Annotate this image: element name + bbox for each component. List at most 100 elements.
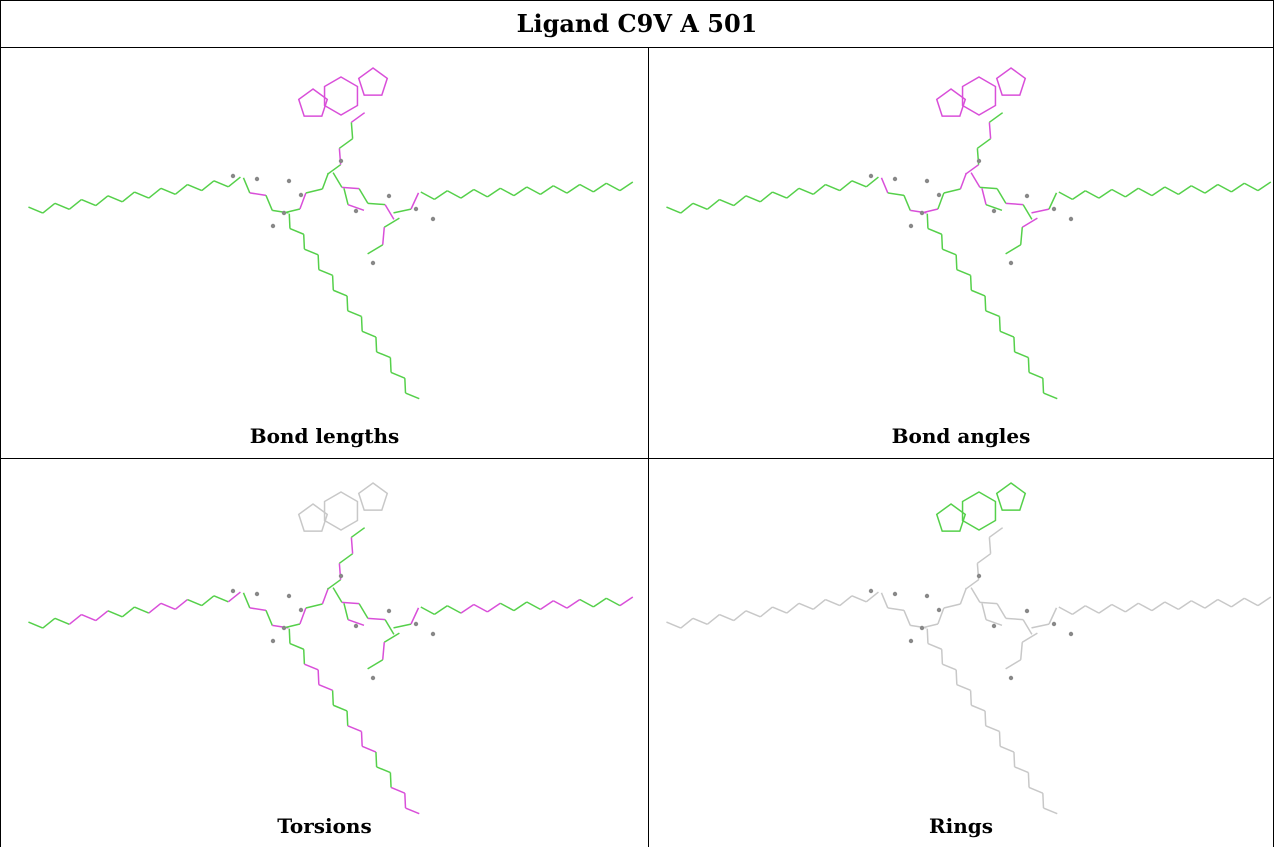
bond bbox=[1042, 793, 1045, 809]
bond bbox=[1098, 603, 1113, 614]
panel-caption: Bond angles bbox=[891, 424, 1031, 448]
bond bbox=[921, 208, 939, 214]
bond bbox=[499, 187, 515, 197]
bond bbox=[1021, 632, 1038, 643]
bond bbox=[985, 310, 1000, 318]
bond bbox=[927, 227, 943, 235]
bond bbox=[42, 202, 56, 214]
bond bbox=[383, 632, 400, 643]
bond bbox=[390, 786, 406, 794]
bond bbox=[338, 138, 354, 149]
bond bbox=[1125, 602, 1139, 613]
bond bbox=[148, 602, 162, 614]
bond bbox=[317, 254, 320, 270]
bond bbox=[201, 595, 215, 607]
ring bbox=[297, 503, 329, 532]
bond bbox=[719, 613, 735, 622]
bond bbox=[289, 227, 305, 235]
bond bbox=[988, 112, 1004, 123]
bond bbox=[343, 603, 349, 620]
bond bbox=[1164, 186, 1179, 196]
bond bbox=[903, 610, 911, 626]
bond bbox=[513, 601, 528, 612]
bond bbox=[1005, 202, 1024, 206]
bond bbox=[666, 621, 682, 629]
atom bbox=[936, 607, 942, 613]
atom bbox=[254, 591, 260, 597]
ring bbox=[357, 67, 389, 96]
bond bbox=[513, 186, 528, 197]
bond bbox=[988, 122, 992, 139]
bond bbox=[95, 195, 109, 207]
bond bbox=[302, 649, 306, 665]
bond bbox=[981, 188, 987, 205]
bond bbox=[1217, 598, 1232, 608]
bond bbox=[880, 177, 889, 194]
bond bbox=[943, 603, 961, 609]
bond bbox=[979, 601, 998, 605]
bond bbox=[981, 603, 987, 620]
bond bbox=[970, 587, 981, 603]
bond bbox=[187, 598, 203, 607]
bond bbox=[759, 191, 773, 203]
bond bbox=[999, 745, 1015, 753]
bond bbox=[148, 187, 162, 199]
bond bbox=[249, 192, 267, 197]
bond bbox=[347, 310, 362, 318]
bond bbox=[347, 203, 365, 212]
bond bbox=[812, 183, 826, 195]
atom bbox=[281, 210, 287, 216]
bond bbox=[1125, 187, 1139, 198]
bond bbox=[566, 183, 581, 194]
atom bbox=[1051, 621, 1057, 627]
bond bbox=[1048, 192, 1058, 210]
bond bbox=[487, 187, 501, 198]
bond bbox=[552, 600, 568, 609]
bond bbox=[318, 268, 333, 277]
bond bbox=[1178, 185, 1192, 195]
bond bbox=[42, 617, 56, 629]
bond bbox=[81, 613, 97, 622]
bond bbox=[887, 607, 905, 612]
bond bbox=[134, 606, 150, 614]
bond bbox=[265, 610, 273, 626]
bond bbox=[326, 579, 342, 590]
atom bbox=[908, 638, 914, 644]
bond bbox=[959, 172, 968, 190]
bond bbox=[460, 603, 475, 614]
bond bbox=[926, 628, 929, 644]
bond bbox=[1014, 766, 1029, 774]
bond bbox=[1111, 603, 1126, 613]
bond bbox=[1048, 607, 1058, 625]
bond bbox=[358, 603, 369, 619]
ring bbox=[357, 482, 389, 511]
bond bbox=[28, 621, 44, 629]
bond bbox=[927, 642, 943, 650]
bond bbox=[389, 772, 392, 788]
bond bbox=[367, 244, 384, 255]
bond bbox=[1058, 191, 1073, 201]
panel-caption: Bond lengths bbox=[249, 424, 400, 448]
atom bbox=[230, 588, 236, 594]
bond bbox=[1084, 605, 1100, 614]
bond bbox=[943, 188, 961, 194]
bond bbox=[786, 187, 800, 199]
atom bbox=[386, 608, 392, 614]
bond bbox=[95, 610, 109, 622]
bond bbox=[367, 202, 386, 206]
bond bbox=[605, 597, 621, 607]
atom bbox=[370, 260, 376, 266]
bond bbox=[1005, 244, 1022, 255]
bond bbox=[361, 745, 377, 753]
bond bbox=[552, 185, 568, 194]
bond bbox=[988, 527, 1004, 538]
bond bbox=[1257, 596, 1272, 607]
bond bbox=[434, 190, 448, 200]
ring bbox=[323, 491, 359, 531]
bond bbox=[265, 195, 273, 211]
bond bbox=[593, 597, 607, 608]
atom bbox=[254, 176, 260, 182]
atom bbox=[868, 173, 874, 179]
bond bbox=[706, 613, 720, 625]
bond bbox=[955, 254, 958, 270]
